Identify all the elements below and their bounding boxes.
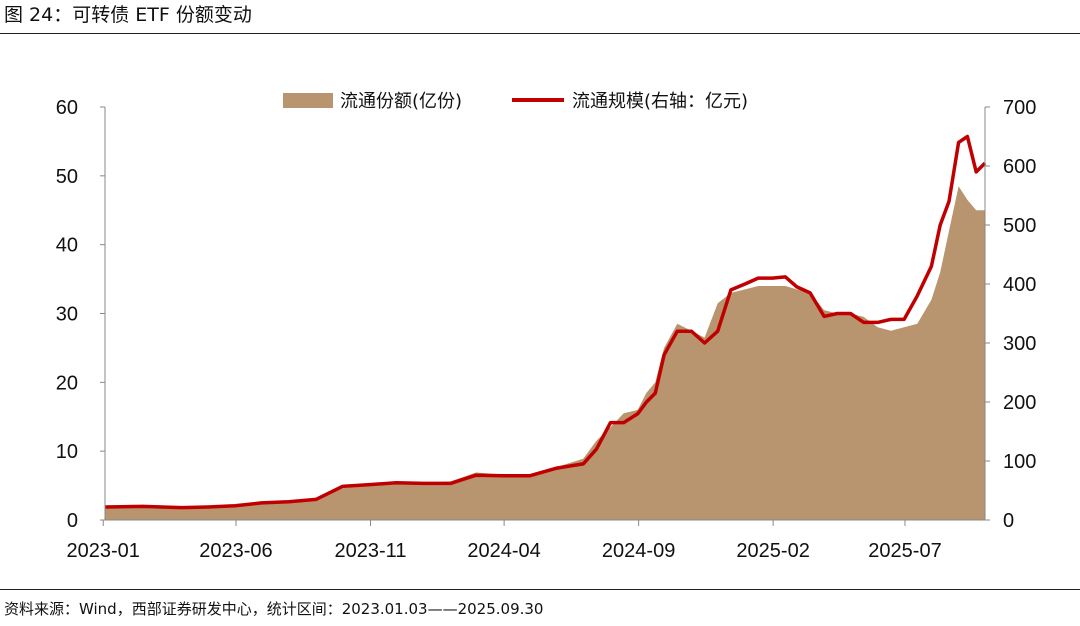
y-right-tick-label: 0 bbox=[1003, 510, 1014, 532]
y-right-tick-label: 300 bbox=[1003, 333, 1036, 355]
y-left-tick-label: 40 bbox=[56, 235, 78, 257]
y-right-tick-label: 400 bbox=[1003, 274, 1036, 296]
x-tick-label: 2023-06 bbox=[199, 540, 272, 562]
series-area-shares bbox=[105, 186, 985, 520]
series-line-scale bbox=[104, 134, 987, 510]
x-tick-label: 2023-01 bbox=[67, 540, 140, 562]
y-right-tick-label: 200 bbox=[1003, 392, 1036, 414]
y-left-tick-label: 60 bbox=[56, 97, 78, 119]
y-left-tick-label: 0 bbox=[67, 510, 78, 532]
bottom-rule bbox=[0, 589, 1080, 590]
x-tick-label: 2024-09 bbox=[602, 540, 675, 562]
axes-layer: 010203040506001002003004005006007002023-… bbox=[56, 97, 1037, 562]
x-tick-label: 2025-07 bbox=[868, 540, 941, 562]
y-left-tick-label: 10 bbox=[56, 441, 78, 463]
chart: 010203040506001002003004005006007002023-… bbox=[56, 91, 1037, 562]
y-right-tick-label: 600 bbox=[1003, 156, 1036, 178]
top-rule bbox=[0, 33, 1080, 34]
legend-label-shares: 流通份额(亿份) bbox=[340, 91, 462, 112]
source-note: 资料来源：Wind，西部证券研发中心，统计区间：2023.01.03——2025… bbox=[4, 600, 544, 618]
legend: 流通份额(亿份) 流通规模(右轴：亿元) bbox=[283, 91, 748, 112]
area-layer bbox=[105, 186, 985, 520]
legend-swatch-shares bbox=[283, 93, 333, 108]
x-tick-label: 2024-04 bbox=[467, 540, 540, 562]
y-right-tick-label: 100 bbox=[1003, 451, 1036, 473]
figure-title: 图 24：可转债 ETF 份额变动 bbox=[4, 4, 252, 26]
y-left-tick-label: 20 bbox=[56, 372, 78, 394]
y-right-tick-label: 500 bbox=[1003, 215, 1036, 237]
y-left-tick-label: 30 bbox=[56, 304, 78, 326]
x-tick-label: 2025-02 bbox=[736, 540, 809, 562]
y-left-tick-label: 50 bbox=[56, 166, 78, 188]
line-layer bbox=[104, 134, 987, 510]
legend-label-scale: 流通规模(右轴：亿元) bbox=[572, 91, 748, 112]
y-right-tick-label: 700 bbox=[1003, 97, 1036, 119]
x-tick-label: 2023-11 bbox=[335, 540, 407, 562]
